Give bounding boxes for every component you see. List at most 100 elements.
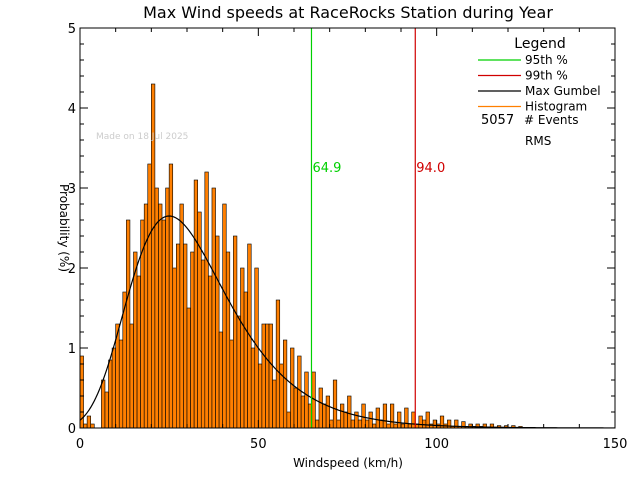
histogram-bar xyxy=(176,243,181,429)
histogram-bar xyxy=(418,415,423,429)
histogram-bar xyxy=(372,423,377,429)
legend-item-label: Max Gumbel xyxy=(525,84,601,98)
histogram-bar xyxy=(204,171,209,429)
histogram-bar xyxy=(361,403,366,429)
histogram-bar xyxy=(290,347,295,429)
histogram-bar xyxy=(386,423,391,429)
histogram-bar xyxy=(375,407,380,429)
histogram-bar xyxy=(368,411,373,429)
histogram-bar xyxy=(211,187,216,429)
histogram-bar xyxy=(268,323,273,429)
y-tick-label: 2 xyxy=(68,262,76,277)
histogram-bar xyxy=(315,419,320,429)
histogram-bar xyxy=(297,355,302,429)
histogram-bar xyxy=(136,275,141,429)
histogram-bar xyxy=(293,387,298,429)
histogram-bar xyxy=(322,403,327,429)
chart-title: Max Wind speeds at RaceRocks Station dur… xyxy=(143,3,553,22)
watermark: Made on 18 Jul 2025 xyxy=(96,132,188,142)
legend-item-label: Histogram xyxy=(525,100,587,114)
x-axis-label: Windspeed (km/h) xyxy=(293,456,403,470)
histogram-bar xyxy=(332,379,338,429)
x-tick-label: 100 xyxy=(424,437,449,452)
histogram-bar xyxy=(347,395,352,429)
histogram-bar xyxy=(101,379,106,429)
histogram-bar xyxy=(379,419,384,429)
histogram-bar xyxy=(325,395,330,429)
histogram-bar xyxy=(240,267,245,429)
histogram-bar xyxy=(389,403,395,429)
histogram-bar xyxy=(158,203,163,429)
percentile-label-95: 64.9 xyxy=(312,161,341,176)
histogram-bar xyxy=(90,423,95,429)
histogram-bar xyxy=(179,203,184,429)
histogram-bar xyxy=(432,419,437,429)
histogram-bar xyxy=(183,243,188,429)
histogram-bar xyxy=(126,219,131,429)
histogram-bar xyxy=(104,391,109,429)
histogram-bar xyxy=(468,423,473,429)
histogram-bar xyxy=(340,403,345,429)
histogram-bar xyxy=(336,419,341,429)
histogram-bar xyxy=(393,423,398,429)
histogram-bar xyxy=(129,323,134,429)
histogram-bar xyxy=(365,419,370,429)
histogram-bar xyxy=(272,379,277,429)
histogram-bar xyxy=(208,275,213,429)
axes: 0 50 100 150 0 1 2 3 4 5 xyxy=(68,22,628,452)
histogram-bar xyxy=(118,339,124,429)
y-tick-label: 5 xyxy=(68,22,76,37)
legend-title: Legend xyxy=(514,36,565,52)
y-tick-label: 3 xyxy=(68,182,76,197)
histogram-bar xyxy=(165,187,170,429)
histogram-bar xyxy=(397,411,402,429)
histogram-bar xyxy=(407,423,412,429)
histogram-bar xyxy=(275,299,281,429)
histogram-bar xyxy=(236,315,241,429)
legend: Legend 95th % 99th %Max Gumbel Histogram 5… xyxy=(478,36,601,148)
y-axis-label: Probability (%) xyxy=(57,184,71,272)
legend-rms-label: RMS xyxy=(525,134,551,148)
histogram-bar xyxy=(229,339,234,429)
histogram-bar xyxy=(215,235,220,429)
histogram-bar xyxy=(222,203,227,429)
histogram-bar xyxy=(233,235,238,429)
histogram-bar xyxy=(258,363,263,429)
histogram-bar xyxy=(354,411,359,429)
histogram-bar xyxy=(382,403,388,429)
x-tick-label: 50 xyxy=(250,437,267,452)
histogram-bar xyxy=(261,323,266,429)
y-tick-label: 1 xyxy=(68,342,76,357)
histogram-bar xyxy=(168,163,174,429)
histogram-bar xyxy=(218,331,223,429)
histogram-bar xyxy=(172,267,177,429)
histogram-bar xyxy=(422,419,427,429)
percentile-label-99: 94.0 xyxy=(416,161,445,176)
histogram-bar xyxy=(200,259,206,429)
histogram-bar xyxy=(190,251,195,429)
histogram-bar xyxy=(350,419,355,429)
plot-frame xyxy=(79,27,616,429)
legend-item-label: 95th % xyxy=(525,53,568,67)
histogram-bar xyxy=(108,359,113,429)
histogram-bar xyxy=(186,307,191,429)
histogram-bar xyxy=(286,411,291,429)
x-tick-label: 0 xyxy=(76,437,84,452)
histogram-bar xyxy=(193,179,198,429)
histogram-bar xyxy=(161,219,166,429)
histogram-bar xyxy=(343,411,348,429)
histogram-bar xyxy=(225,251,231,429)
histogram-bar xyxy=(243,291,248,429)
histogram-bar xyxy=(111,347,116,429)
legend-events-label: # Events xyxy=(524,113,579,127)
histogram-bar xyxy=(447,419,452,429)
histogram-bar xyxy=(300,395,305,429)
histogram-bar xyxy=(265,323,270,429)
histogram-bar xyxy=(404,407,409,429)
histogram-bar xyxy=(250,347,256,429)
legend-events-count: 5057 xyxy=(481,113,514,128)
histogram-bar xyxy=(143,203,149,429)
histogram-bar xyxy=(357,419,363,429)
x-tick-label: 150 xyxy=(603,437,628,452)
